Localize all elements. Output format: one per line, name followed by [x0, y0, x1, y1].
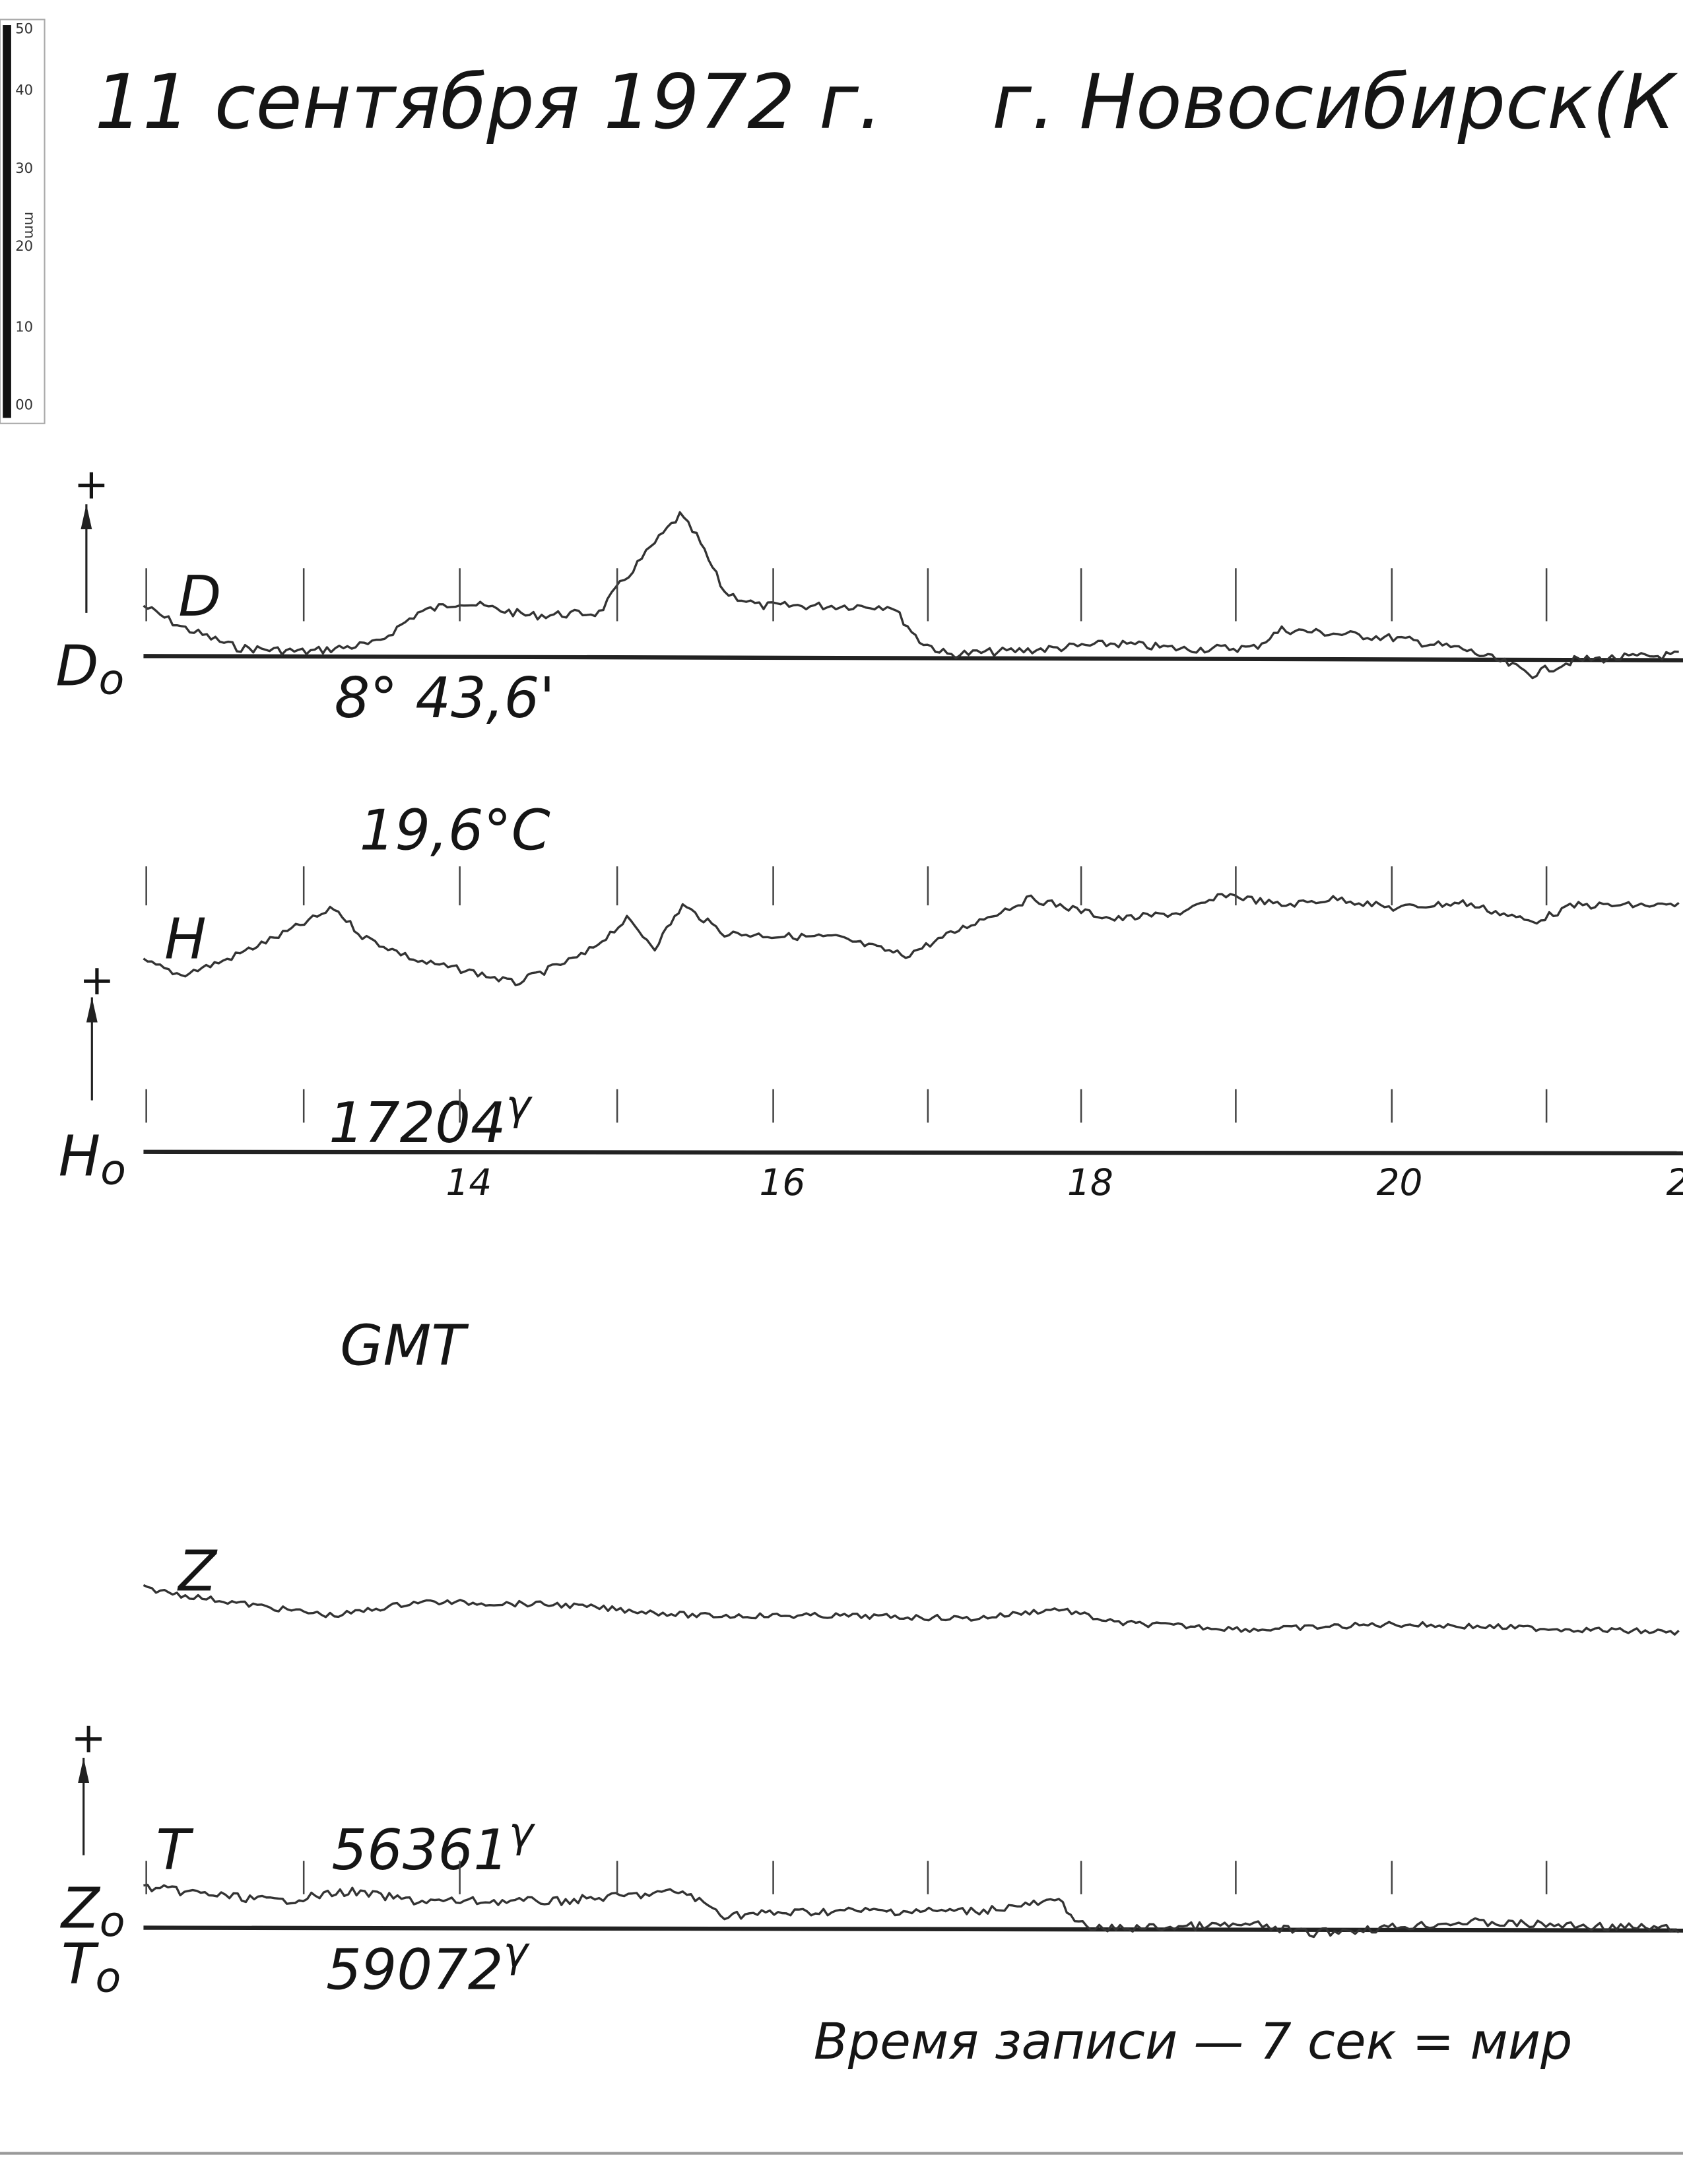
ruler-labels: 50 40 30 20 10 00 [15, 20, 33, 413]
hour-label: 16 [759, 1161, 805, 1204]
baseline [143, 654, 1683, 662]
ruler-label: 40 [15, 82, 33, 98]
hour-labels: 14 16 18 20 2 [446, 1161, 1683, 1204]
trace [143, 1883, 1680, 1939]
trace [143, 511, 1679, 680]
trace-label: Z [177, 1539, 218, 1604]
traces [143, 511, 1680, 1939]
trace-label: D [178, 564, 221, 629]
base: H [59, 1124, 100, 1189]
baseline-label: Do [55, 634, 124, 704]
place: г. Новосибирск(К [992, 58, 1678, 146]
value: 56361 [331, 1818, 509, 1882]
value-sup: γ [504, 1928, 531, 1977]
sign: + [74, 460, 109, 509]
trace-label: T [156, 1818, 194, 1882]
ruler-label: 00 [15, 397, 33, 413]
hour-label: 18 [1067, 1161, 1113, 1204]
trace [143, 1584, 1680, 1636]
value: 59072 [326, 1937, 504, 2002]
baseline-value: 8° 43,6' [335, 666, 555, 730]
baseline-label: To [61, 1932, 121, 2002]
ruler-label: 30 [15, 160, 33, 176]
base-sub: o [98, 655, 124, 703]
trace-label: H [164, 907, 206, 971]
base: Z [60, 1877, 101, 1941]
ruler-bar [3, 25, 11, 418]
baseline-value: 59072γ [326, 1928, 531, 2003]
value-sup: γ [506, 1081, 533, 1130]
time-label: GMT [340, 1314, 469, 1378]
base-sub: o [100, 1145, 126, 1194]
footer: Время записи — 7 сек = мир [814, 2012, 1573, 2071]
base-sub: o [100, 1897, 125, 1946]
hour-label: 20 [1377, 1161, 1423, 1204]
hour-label: 2 [1666, 1161, 1683, 1204]
baseline-label: Ho [59, 1124, 126, 1194]
ruler-label: 50 [15, 20, 33, 37]
ruler-label: 20 [15, 238, 33, 254]
base-sub: o [95, 1953, 121, 2002]
hour-label: 14 [446, 1161, 492, 1204]
ruler-label: 10 [15, 318, 33, 335]
trace [143, 893, 1680, 986]
sign: + [79, 955, 114, 1004]
base: D [55, 634, 98, 699]
baseline-label: Zo [60, 1877, 125, 1946]
base: T [61, 1932, 100, 1997]
value: 17204 [329, 1091, 506, 1155]
date: 11 сентября 1972 г. [95, 58, 882, 146]
baseline [143, 1925, 1683, 1933]
ruler-unit: mm [22, 212, 38, 239]
arrows [78, 504, 98, 1855]
sign: + [71, 1714, 106, 1762]
baseline-value: 56361γ [331, 1808, 536, 1882]
value-sup: γ [509, 1808, 536, 1857]
baseline-value: 17204γ [329, 1081, 533, 1155]
baseline [143, 1149, 1683, 1156]
temperature: 19,6°C [360, 798, 550, 863]
